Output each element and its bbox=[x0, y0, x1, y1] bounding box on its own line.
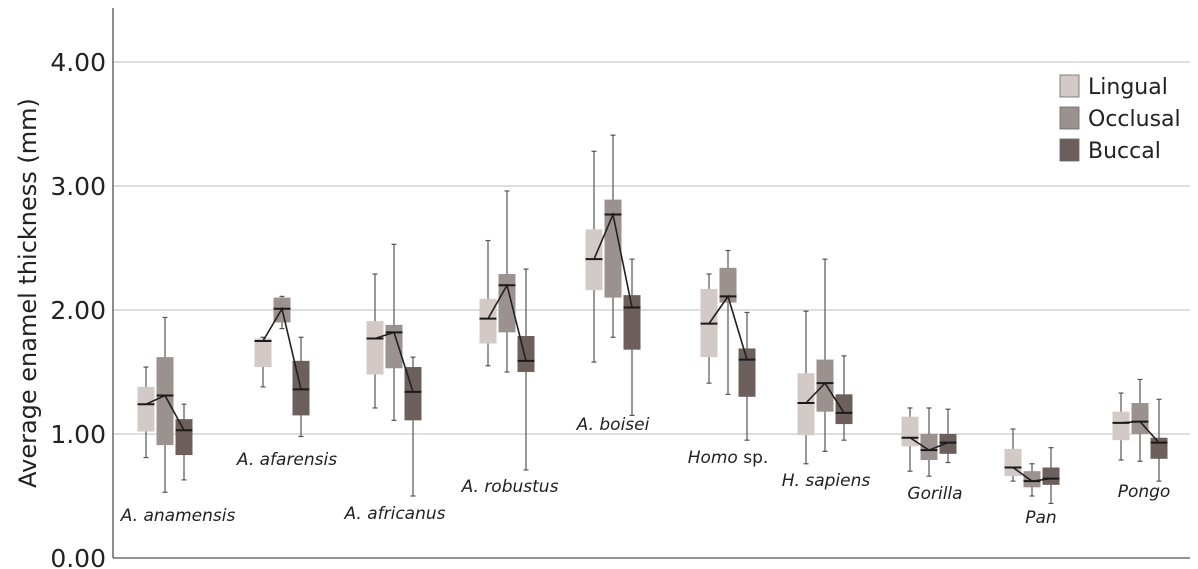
box-group bbox=[901, 407, 957, 477]
box bbox=[816, 359, 834, 412]
box bbox=[901, 416, 919, 447]
box bbox=[1004, 448, 1022, 477]
group-label: Homo sp. bbox=[688, 448, 769, 468]
y-tick-labels: 0.00 1.00 2.00 3.00 4.00 bbox=[50, 48, 106, 569]
group-label: Gorilla bbox=[907, 484, 962, 504]
box bbox=[939, 434, 957, 454]
box-group bbox=[1004, 428, 1060, 505]
box bbox=[623, 295, 641, 350]
box-group bbox=[585, 134, 641, 416]
box bbox=[1150, 437, 1168, 459]
y-tick-label: 4.00 bbox=[50, 48, 106, 77]
group-labels: A. anamensis A. afarensis A. africanus A. r… bbox=[120, 415, 1171, 528]
group-label: Pan bbox=[1025, 508, 1056, 528]
legend-label: Buccal bbox=[1088, 139, 1161, 164]
group-label: A. afarensis bbox=[236, 450, 337, 470]
box bbox=[254, 338, 272, 368]
y-tick-label: 2.00 bbox=[50, 296, 106, 325]
grid-lines bbox=[113, 61, 1190, 559]
box bbox=[1042, 467, 1060, 485]
group-label: H. sapiens bbox=[782, 471, 871, 491]
y-tick-label: 3.00 bbox=[50, 172, 106, 201]
y-tick-label: 0.00 bbox=[50, 544, 106, 569]
box-group bbox=[797, 258, 853, 465]
box bbox=[1023, 471, 1041, 488]
group-label: A. robustus bbox=[461, 477, 559, 497]
legend-swatch bbox=[1059, 138, 1080, 162]
legend-swatch bbox=[1059, 74, 1080, 98]
box bbox=[738, 348, 756, 397]
box-group bbox=[479, 190, 535, 471]
group-label: A. africanus bbox=[343, 504, 445, 524]
box bbox=[366, 321, 384, 375]
box-group bbox=[1112, 378, 1168, 482]
legend-label: Occlusal bbox=[1088, 107, 1181, 132]
box bbox=[920, 434, 938, 461]
box bbox=[835, 394, 853, 425]
box bbox=[385, 324, 403, 369]
box bbox=[719, 267, 737, 303]
y-tick-label: 1.00 bbox=[50, 420, 106, 449]
group-label: A. anamensis bbox=[120, 506, 236, 526]
box-plot-marks bbox=[137, 134, 1168, 505]
group-label: A. boisei bbox=[576, 415, 650, 435]
box-group bbox=[700, 249, 756, 441]
y-axis-label: Average enamel thickness (mm) bbox=[14, 98, 42, 488]
box bbox=[479, 298, 497, 344]
legend-label: Lingual bbox=[1088, 75, 1168, 100]
box-group bbox=[137, 316, 193, 493]
legend: Lingual Occlusal Buccal bbox=[1059, 74, 1181, 164]
box bbox=[797, 373, 815, 436]
box-group bbox=[254, 295, 310, 438]
box bbox=[175, 419, 193, 456]
box bbox=[498, 274, 516, 333]
box bbox=[1112, 411, 1130, 441]
legend-swatch bbox=[1059, 106, 1080, 130]
box bbox=[156, 357, 174, 446]
box-group bbox=[366, 243, 422, 497]
box bbox=[137, 386, 155, 432]
group-label: Pongo bbox=[1118, 482, 1171, 502]
box bbox=[517, 336, 535, 372]
